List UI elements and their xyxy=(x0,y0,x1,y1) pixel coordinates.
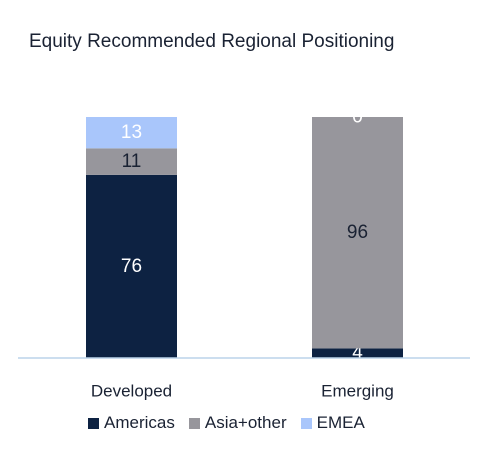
legend-label: EMEA xyxy=(316,413,365,432)
legend-swatch xyxy=(300,417,312,429)
legend-label: Americas xyxy=(104,413,175,432)
bar-segment-emerging-americas xyxy=(312,348,403,358)
bar-segment-emerging-asia-other xyxy=(312,117,403,349)
bar-segment-developed-asia-other xyxy=(86,148,177,175)
legend-item: Americas xyxy=(88,413,175,433)
category-label: Emerging xyxy=(321,382,394,401)
bar-segment-developed-emea xyxy=(86,117,177,149)
legend-item: Asia+other xyxy=(188,413,287,433)
chart-title: Equity Recommended Regional Positioning xyxy=(29,31,395,52)
data-label: 0 xyxy=(352,107,363,128)
data-label: 76 xyxy=(121,256,142,277)
legend-swatch xyxy=(88,417,99,429)
category-label: Developed xyxy=(91,382,172,401)
data-label: 4 xyxy=(352,343,363,364)
chart-legend: Americas Asia+other EMEA xyxy=(88,413,379,433)
legend-swatch xyxy=(188,417,200,429)
data-label: 13 xyxy=(121,122,142,143)
legend-item: EMEA xyxy=(300,413,365,433)
bar-segment-developed-americas xyxy=(86,174,177,358)
data-label: 11 xyxy=(122,151,142,172)
legend-label: Asia+other xyxy=(204,413,287,432)
data-label: 96 xyxy=(347,222,368,243)
